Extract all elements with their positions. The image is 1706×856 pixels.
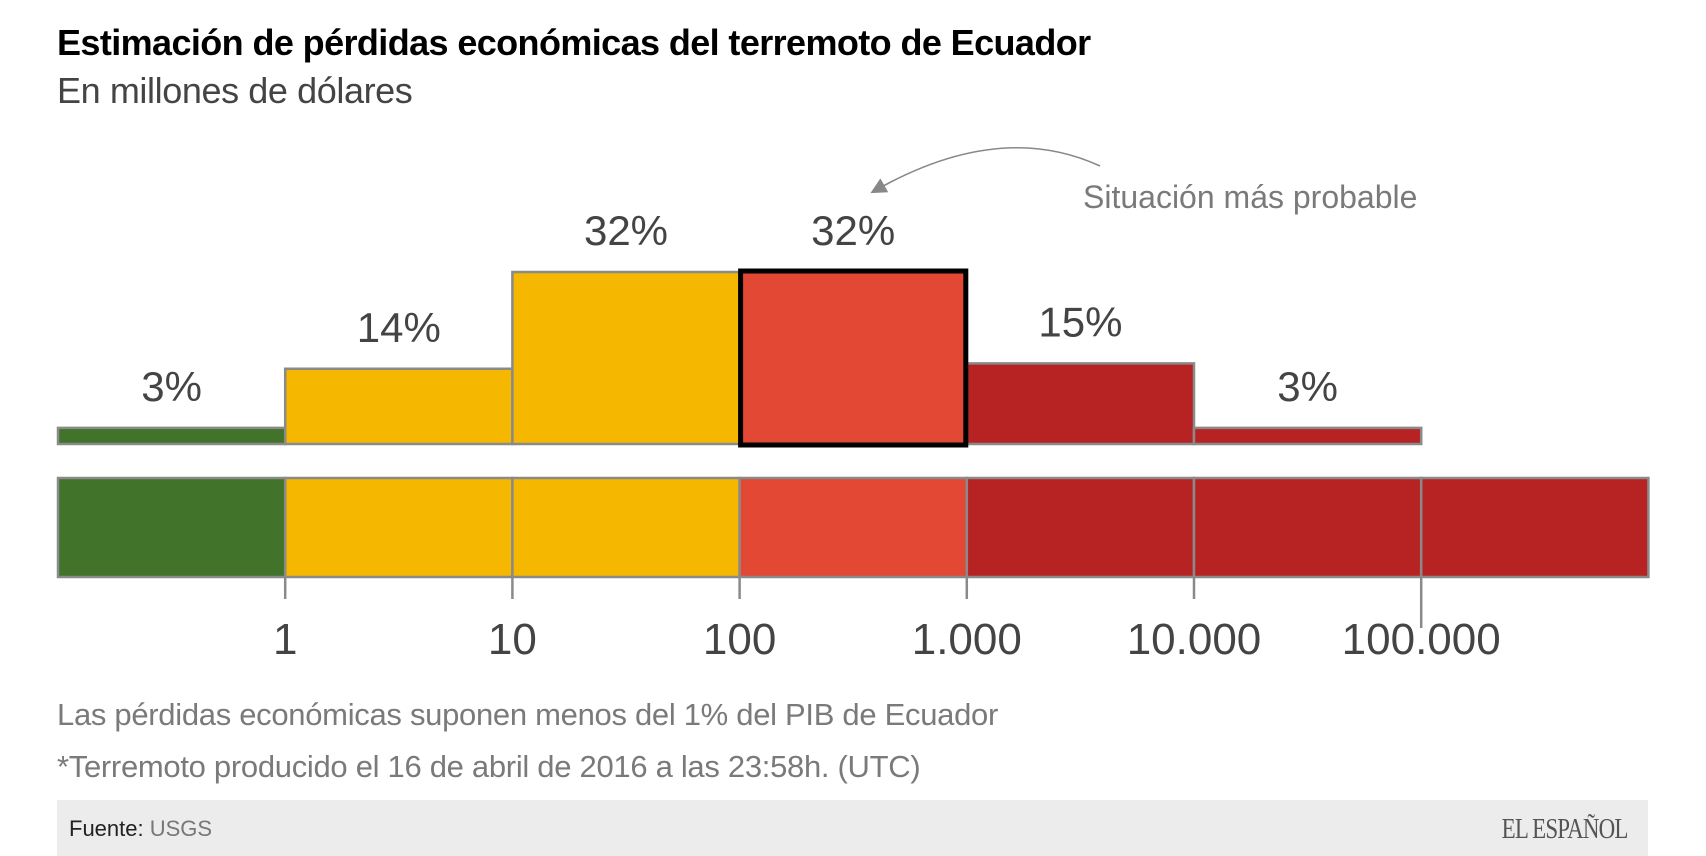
note-gdp: Las pérdidas económicas suponen menos de… xyxy=(57,697,998,732)
scale-band-segment xyxy=(1419,476,1650,579)
scale-band-segment xyxy=(56,476,287,579)
footer-bar: Fuente: USGS EL ESPAÑOL xyxy=(57,800,1648,856)
scale-band-segment xyxy=(1192,476,1423,579)
axis-tick-label: 1 xyxy=(273,615,297,664)
chart-subtitle: En millones de dólares xyxy=(57,70,413,111)
value-labels-group: 3% 14% 32% 32% 15% 3% xyxy=(141,207,1338,410)
histogram-bar xyxy=(1192,426,1423,446)
ticks-group: 1 10 100 1.000 10.000 100.000 xyxy=(273,577,1501,664)
source: Fuente: USGS xyxy=(69,816,212,842)
axis-tick-label: 100 xyxy=(703,615,776,664)
bar-value-label: 32% xyxy=(584,207,668,254)
scale-band-segment xyxy=(738,476,969,579)
scale-band-segment xyxy=(511,476,741,579)
annotation-group: Situación más probable xyxy=(870,147,1417,215)
histogram-bar xyxy=(56,426,287,446)
histogram-bar xyxy=(738,270,969,446)
axis-tick-label: 10 xyxy=(488,615,537,664)
note-earthquake-date: *Terremoto producido el 16 de abril de 2… xyxy=(57,749,921,784)
bar-value-label: 14% xyxy=(357,304,441,351)
bar-value-label: 3% xyxy=(1277,363,1338,410)
bars-group xyxy=(56,268,1423,448)
source-value: USGS xyxy=(149,816,213,841)
source-label: Fuente: xyxy=(69,816,144,841)
bar-value-label: 3% xyxy=(141,363,202,410)
histogram-bar xyxy=(283,367,514,446)
histogram-bar xyxy=(965,362,1196,446)
scale-band-group xyxy=(56,476,1650,579)
scale-band-segment xyxy=(283,476,514,579)
scale-band-segment xyxy=(965,476,1196,579)
annotation-arrow xyxy=(870,147,1101,194)
axis-tick-label: 1.000 xyxy=(912,615,1022,664)
annotation-text: Situación más probable xyxy=(1083,179,1417,215)
el-espanol-logo: EL ESPAÑOL xyxy=(1502,814,1629,845)
axis-tick-label: 10.000 xyxy=(1127,615,1262,664)
axis-tick-label: 100.000 xyxy=(1342,615,1501,664)
histogram-chart: 1 10 100 1.000 10.000 100.000 3%14%32% 32%15%3… xyxy=(56,147,1650,664)
most-likely-highlight-box xyxy=(738,268,969,448)
chart-title: Estimación de pérdidas económicas del te… xyxy=(57,22,1091,63)
histogram-bar xyxy=(511,270,741,446)
bar-value-label: 15% xyxy=(1038,298,1122,345)
bar-value-label: 32% xyxy=(811,207,895,254)
